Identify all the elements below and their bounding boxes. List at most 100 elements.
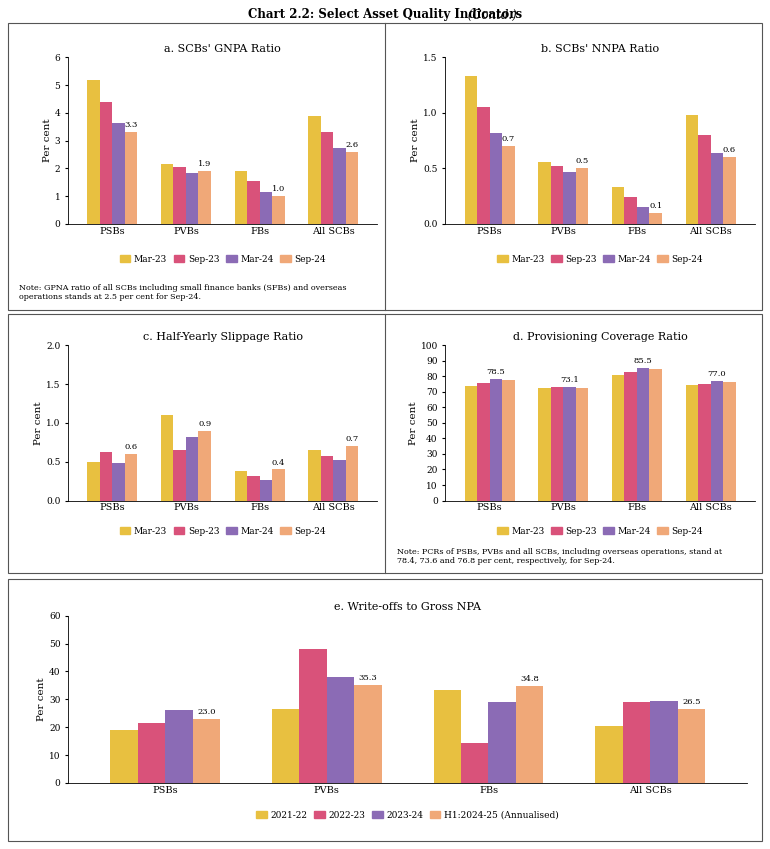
Bar xyxy=(595,726,623,783)
Bar xyxy=(551,166,563,224)
Bar xyxy=(333,460,346,501)
Legend: 2021-22, 2022-23, 2023-24, H1:2024-25 (Annualised): 2021-22, 2022-23, 2023-24, H1:2024-25 (A… xyxy=(256,811,559,820)
Bar xyxy=(649,369,662,501)
Bar xyxy=(488,702,516,783)
Bar xyxy=(612,187,624,224)
Bar xyxy=(192,719,220,783)
Bar xyxy=(272,709,300,783)
Bar xyxy=(346,447,358,501)
Bar xyxy=(502,146,514,224)
Bar xyxy=(100,453,112,501)
Bar xyxy=(165,711,192,783)
Bar xyxy=(199,430,211,501)
Text: 0.5: 0.5 xyxy=(575,157,588,166)
Bar xyxy=(698,384,711,501)
Text: 73.1: 73.1 xyxy=(560,376,579,385)
Bar xyxy=(464,385,477,501)
Legend: Mar-23, Sep-23, Mar-24, Sep-24: Mar-23, Sep-23, Mar-24, Sep-24 xyxy=(119,527,326,536)
Bar xyxy=(272,196,285,224)
Legend: Mar-23, Sep-23, Mar-24, Sep-24: Mar-23, Sep-23, Mar-24, Sep-24 xyxy=(497,255,703,264)
Bar xyxy=(112,464,125,501)
Bar xyxy=(711,381,723,501)
Bar xyxy=(551,387,563,501)
Text: 0.6: 0.6 xyxy=(125,443,138,451)
Bar xyxy=(576,168,588,224)
Text: (Contd.): (Contd.) xyxy=(253,8,517,21)
Bar xyxy=(477,383,490,501)
Text: 2.6: 2.6 xyxy=(346,141,359,149)
Y-axis label: Per cent: Per cent xyxy=(34,401,43,445)
Bar xyxy=(711,153,723,224)
Bar xyxy=(637,368,649,501)
Legend: Mar-23, Sep-23, Mar-24, Sep-24: Mar-23, Sep-23, Mar-24, Sep-24 xyxy=(119,255,326,264)
Bar xyxy=(173,167,186,224)
Bar xyxy=(110,730,138,783)
Bar xyxy=(538,388,551,501)
Y-axis label: Per cent: Per cent xyxy=(43,119,52,162)
Bar xyxy=(464,76,477,224)
Bar xyxy=(321,456,333,501)
Y-axis label: Per cent: Per cent xyxy=(409,401,417,445)
Text: 34.8: 34.8 xyxy=(521,675,539,683)
Text: Chart 2.2: Select Asset Quality Indicators: Chart 2.2: Select Asset Quality Indicato… xyxy=(248,8,522,21)
Title: e. Write-offs to Gross NPA: e. Write-offs to Gross NPA xyxy=(334,602,481,612)
Bar xyxy=(490,379,502,501)
Bar xyxy=(173,450,186,501)
Text: Note: PCRs of PSBs, PVBs and all SCBs, including overseas operations, stand at
7: Note: PCRs of PSBs, PVBs and all SCBs, i… xyxy=(397,548,721,565)
Bar xyxy=(623,702,650,783)
Text: 0.6: 0.6 xyxy=(723,146,736,155)
Bar xyxy=(678,709,705,783)
Bar xyxy=(333,148,346,224)
Bar xyxy=(612,375,624,501)
Text: 1.9: 1.9 xyxy=(198,160,212,168)
Bar xyxy=(247,475,259,501)
Bar xyxy=(87,462,100,501)
Bar xyxy=(272,469,285,501)
Bar xyxy=(112,122,125,224)
Bar xyxy=(354,684,382,783)
Text: 35.3: 35.3 xyxy=(359,673,377,682)
Bar xyxy=(563,387,576,501)
Bar xyxy=(125,132,137,224)
Bar xyxy=(186,173,199,224)
Bar xyxy=(624,197,637,224)
Bar xyxy=(650,700,678,783)
Bar xyxy=(161,415,173,501)
Bar xyxy=(723,157,735,224)
Text: 78.5: 78.5 xyxy=(487,368,505,376)
Bar xyxy=(723,382,735,501)
Bar xyxy=(434,689,461,783)
Bar xyxy=(477,107,490,224)
Bar xyxy=(502,380,514,501)
Text: 0.1: 0.1 xyxy=(649,202,662,210)
Text: 0.7: 0.7 xyxy=(502,135,515,143)
Title: d. Provisioning Coverage Ratio: d. Provisioning Coverage Ratio xyxy=(513,332,688,341)
Text: 26.5: 26.5 xyxy=(682,698,701,706)
Legend: Mar-23, Sep-23, Mar-24, Sep-24: Mar-23, Sep-23, Mar-24, Sep-24 xyxy=(497,527,703,536)
Bar xyxy=(637,207,649,224)
Bar xyxy=(516,686,544,783)
Bar xyxy=(235,171,247,224)
Title: c. Half-Yearly Slippage Ratio: c. Half-Yearly Slippage Ratio xyxy=(142,332,303,341)
Bar xyxy=(100,102,112,224)
Bar xyxy=(698,135,711,224)
Bar xyxy=(199,171,211,224)
Bar xyxy=(259,192,272,224)
Bar xyxy=(87,80,100,224)
Bar xyxy=(300,649,326,783)
Bar xyxy=(321,132,333,224)
Bar xyxy=(308,115,321,224)
Bar xyxy=(326,677,354,783)
Bar xyxy=(259,480,272,501)
Text: Note: GPNA ratio of all SCBs including small finance banks (SFBs) and overseas
o: Note: GPNA ratio of all SCBs including s… xyxy=(19,284,346,301)
Text: 1.0: 1.0 xyxy=(272,185,285,193)
Bar xyxy=(186,437,199,501)
Bar xyxy=(138,723,165,783)
Bar xyxy=(538,161,551,224)
Text: 0.4: 0.4 xyxy=(272,458,285,467)
Bar xyxy=(125,454,137,501)
Bar xyxy=(624,373,637,501)
Title: b. SCBs' NNPA Ratio: b. SCBs' NNPA Ratio xyxy=(541,44,659,53)
Bar xyxy=(685,385,698,501)
Title: a. SCBs' GNPA Ratio: a. SCBs' GNPA Ratio xyxy=(164,44,281,53)
